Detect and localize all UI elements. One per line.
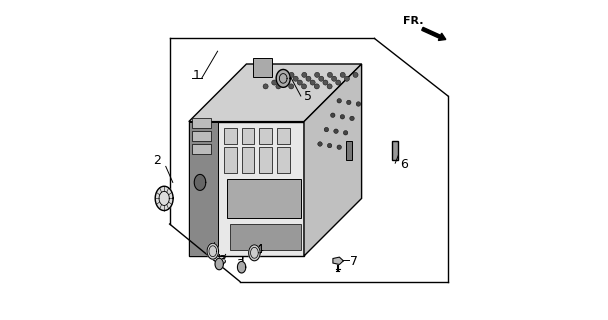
Polygon shape — [189, 64, 362, 122]
Circle shape — [310, 80, 315, 85]
Circle shape — [350, 116, 354, 121]
Circle shape — [337, 99, 342, 103]
Circle shape — [285, 80, 289, 85]
Circle shape — [331, 76, 337, 81]
Circle shape — [302, 72, 307, 77]
Circle shape — [314, 84, 319, 89]
Text: 3: 3 — [218, 254, 226, 267]
Circle shape — [334, 129, 338, 133]
Polygon shape — [241, 128, 254, 144]
Polygon shape — [241, 147, 254, 173]
Circle shape — [324, 127, 329, 132]
Polygon shape — [189, 122, 304, 256]
Text: 7: 7 — [350, 255, 358, 268]
Circle shape — [344, 131, 348, 135]
Circle shape — [302, 84, 306, 89]
Polygon shape — [304, 64, 362, 256]
Circle shape — [276, 84, 281, 89]
Circle shape — [327, 143, 332, 148]
Circle shape — [353, 72, 358, 77]
Circle shape — [336, 80, 341, 85]
Circle shape — [323, 80, 328, 85]
Circle shape — [280, 76, 285, 81]
Polygon shape — [224, 147, 237, 173]
Circle shape — [289, 84, 294, 89]
Polygon shape — [189, 122, 218, 256]
Text: 4: 4 — [255, 243, 263, 256]
Polygon shape — [259, 147, 272, 173]
Circle shape — [318, 142, 322, 146]
Circle shape — [347, 100, 351, 105]
Text: 3: 3 — [236, 258, 244, 270]
Polygon shape — [276, 69, 290, 87]
Polygon shape — [249, 245, 260, 261]
Circle shape — [293, 76, 299, 81]
Polygon shape — [207, 243, 218, 259]
Polygon shape — [224, 128, 237, 144]
Circle shape — [327, 72, 333, 77]
Circle shape — [272, 80, 277, 85]
Polygon shape — [192, 144, 211, 154]
Circle shape — [319, 76, 324, 81]
Circle shape — [327, 84, 332, 89]
Circle shape — [356, 102, 361, 106]
Circle shape — [289, 72, 294, 77]
Polygon shape — [333, 257, 344, 264]
Polygon shape — [230, 224, 301, 250]
Polygon shape — [277, 128, 289, 144]
Circle shape — [340, 72, 345, 77]
Polygon shape — [392, 141, 398, 160]
Polygon shape — [253, 58, 272, 77]
Polygon shape — [192, 131, 211, 141]
Text: 1: 1 — [193, 69, 201, 82]
Circle shape — [340, 115, 345, 119]
Circle shape — [344, 76, 350, 81]
Circle shape — [314, 72, 320, 77]
Polygon shape — [238, 261, 246, 273]
Polygon shape — [259, 128, 272, 144]
Circle shape — [263, 84, 268, 89]
FancyArrow shape — [422, 27, 446, 40]
Polygon shape — [155, 186, 173, 211]
Circle shape — [331, 113, 335, 117]
Text: 6: 6 — [400, 158, 408, 171]
Text: FR.: FR. — [404, 16, 424, 26]
Polygon shape — [215, 258, 223, 270]
Polygon shape — [192, 118, 211, 128]
Polygon shape — [345, 141, 352, 160]
Circle shape — [297, 80, 302, 85]
Text: 5: 5 — [304, 90, 312, 102]
Polygon shape — [277, 147, 289, 173]
Polygon shape — [227, 179, 301, 218]
Text: 4: 4 — [206, 242, 213, 254]
Polygon shape — [195, 174, 206, 190]
Circle shape — [306, 76, 311, 81]
Circle shape — [337, 145, 342, 149]
Text: 2: 2 — [153, 154, 161, 166]
